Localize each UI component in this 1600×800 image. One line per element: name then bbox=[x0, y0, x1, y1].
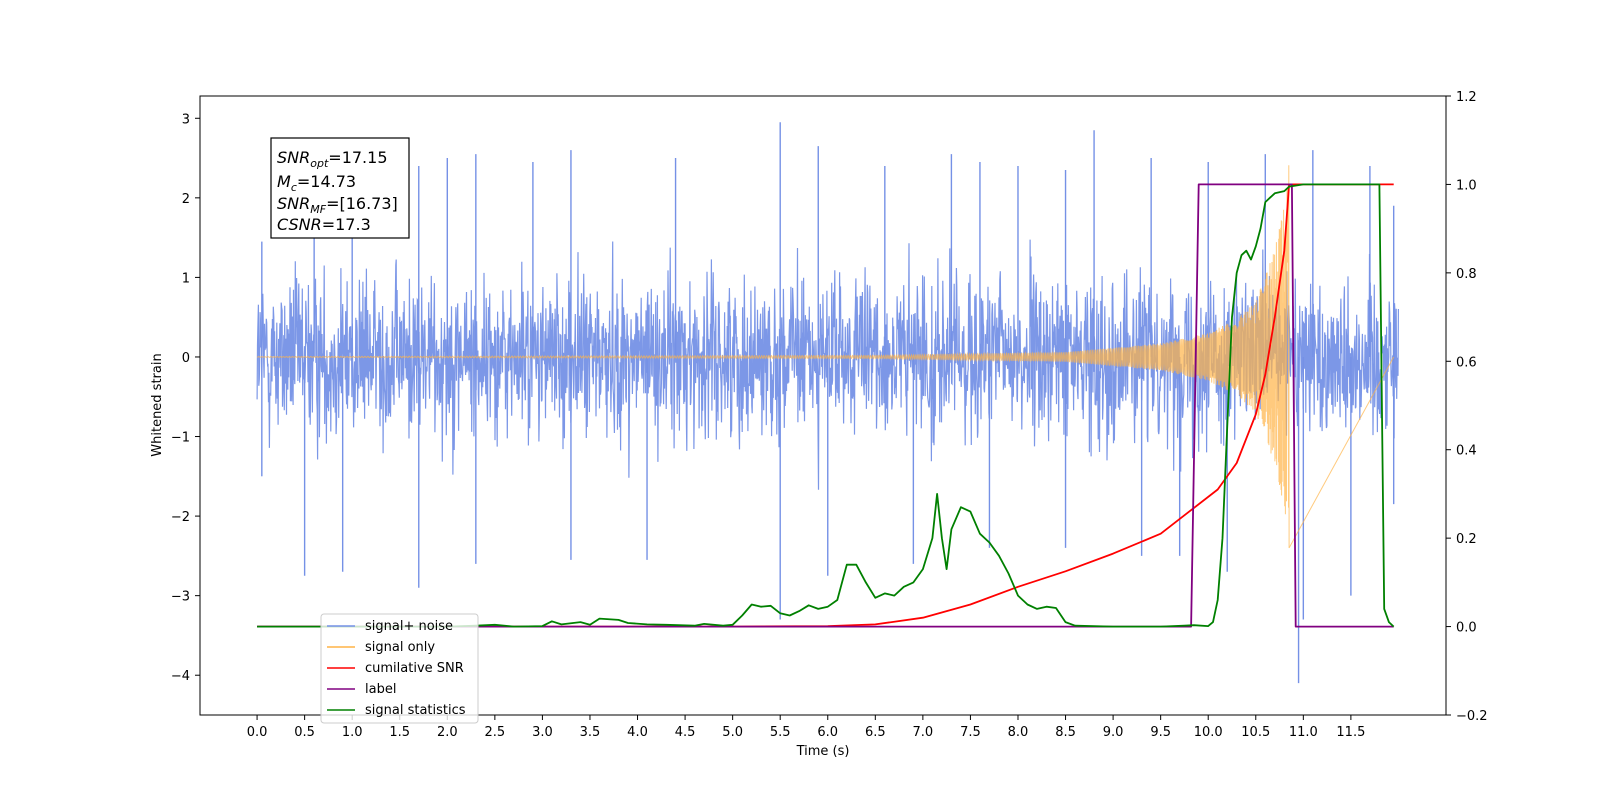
x-tick-label: 3.5 bbox=[580, 725, 601, 740]
x-tick-label: 9.5 bbox=[1150, 725, 1171, 740]
legend-item-signal-only: signal only bbox=[327, 640, 435, 655]
x-tick-label: 11.5 bbox=[1336, 725, 1365, 740]
x-tick-label: 3.0 bbox=[532, 725, 553, 740]
y2-tick-label: 0.8 bbox=[1456, 267, 1477, 282]
legend-item-signal-noise: signal+ noise bbox=[327, 619, 453, 634]
x-tick-label: 8.5 bbox=[1055, 725, 1076, 740]
y2-tick-label: −0.2 bbox=[1456, 709, 1488, 724]
x-tick-label: 7.5 bbox=[960, 725, 981, 740]
x-tick-label: 9.0 bbox=[1103, 725, 1124, 740]
y-tick-label: −4 bbox=[171, 669, 190, 684]
x-tick-label: 8.0 bbox=[1008, 725, 1029, 740]
annotation-csnr: CSNR=17.3 bbox=[277, 215, 371, 234]
x-tick-label: 4.0 bbox=[627, 725, 648, 740]
x-tick-label: 5.5 bbox=[770, 725, 791, 740]
x-tick-label: 11.0 bbox=[1289, 725, 1318, 740]
y2-tick-label: 1.0 bbox=[1456, 178, 1477, 193]
svg-text:label: label bbox=[365, 682, 396, 697]
annotation-box: SNRopt=17.15 Mc=14.73 SNRMF=[16.73] CSNR… bbox=[270, 137, 410, 239]
x-axis-label: Time (s) bbox=[796, 744, 850, 759]
x-tick-label: 10.5 bbox=[1241, 725, 1270, 740]
annotation-snr-mf: SNRMF=[16.73] bbox=[277, 194, 398, 216]
y-tick-label: 2 bbox=[182, 192, 190, 207]
y-tick-label: −1 bbox=[171, 431, 190, 446]
series-layer bbox=[256, 122, 1399, 684]
y-tick-label: −3 bbox=[171, 590, 190, 605]
legend-item-signal-statistics: signal statistics bbox=[327, 703, 466, 718]
y-tick-label: −2 bbox=[171, 510, 190, 525]
y2-tick-label: 0.6 bbox=[1456, 355, 1477, 370]
annotation-snr-opt: SNRopt=17.15 bbox=[277, 148, 388, 170]
series-cumilative-snr-line bbox=[257, 183, 1394, 628]
y-tick-label: 0 bbox=[182, 351, 190, 366]
x-tick-label: 7.0 bbox=[913, 725, 934, 740]
svg-text:signal statistics: signal statistics bbox=[365, 703, 466, 718]
y-axis-label: Whitened strain bbox=[150, 353, 165, 456]
x-tick-label: 5.0 bbox=[722, 725, 743, 740]
x-tick-label: 6.5 bbox=[865, 725, 886, 740]
y2-tick-label: 0.4 bbox=[1456, 444, 1477, 459]
x-tick-label: 10.0 bbox=[1194, 725, 1223, 740]
svg-text:cumilative SNR: cumilative SNR bbox=[365, 661, 464, 676]
series-signal-statistics-line bbox=[257, 183, 1395, 628]
x-tick-label: 1.0 bbox=[342, 725, 363, 740]
y-axis-ticks: 3 2 1 0 −1 −2 −3 −4 bbox=[171, 112, 200, 684]
legend-item-cumulative-snr: cumilative SNR bbox=[327, 661, 464, 676]
y2-axis-ticks: 1.2 1.0 0.8 0.6 0.4 0.2 0.0 −0.2 bbox=[1446, 90, 1488, 724]
y-tick-label: 1 bbox=[182, 271, 190, 286]
annotation-mc: Mc=14.73 bbox=[277, 172, 356, 194]
y2-tick-label: 1.2 bbox=[1456, 90, 1477, 105]
svg-text:signal+ noise: signal+ noise bbox=[365, 619, 453, 634]
y-tick-label: 3 bbox=[182, 112, 190, 127]
x-tick-label: 1.5 bbox=[389, 725, 410, 740]
y2-tick-label: 0.2 bbox=[1456, 532, 1477, 547]
series-signal-only-line bbox=[257, 165, 1395, 549]
y2-tick-label: 0.0 bbox=[1456, 621, 1477, 636]
legend: signal+ noise signal only cumilative SNR… bbox=[320, 613, 479, 724]
x-tick-label: 4.5 bbox=[675, 725, 696, 740]
series-label-line bbox=[257, 183, 1394, 628]
x-tick-label: 2.0 bbox=[437, 725, 458, 740]
svg-text:signal only: signal only bbox=[365, 640, 435, 655]
legend-item-label: label bbox=[327, 682, 396, 697]
x-tick-label: 0.5 bbox=[294, 725, 315, 740]
x-tick-label: 0.0 bbox=[247, 725, 268, 740]
x-tick-label: 6.0 bbox=[817, 725, 838, 740]
x-axis-ticks: 0.0 0.5 1.0 1.5 2.0 2.5 3.0 3.5 4.0 4.5 5.0 5.5 6.0 6… bbox=[247, 715, 1365, 740]
plot-frame bbox=[199, 95, 1447, 716]
x-tick-label: 2.5 bbox=[485, 725, 506, 740]
